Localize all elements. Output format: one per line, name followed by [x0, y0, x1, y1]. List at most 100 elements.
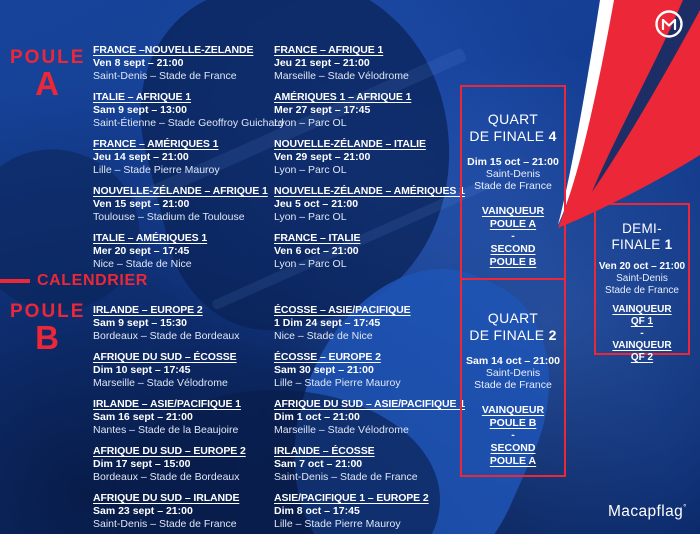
match-teams: ASIE/PACIFIQUE 1 – EUROPE 2 — [274, 492, 429, 504]
match-venue: Saint-Denis – Stade de France — [93, 70, 237, 82]
match-datetime: Ven 15 sept – 21:00 — [93, 198, 190, 210]
pool-a-column-1: FRANCE –NOUVELLE-ZELANDE Ven 8 sept – 21… — [93, 44, 285, 279]
match-entry: FRANCE –NOUVELLE-ZELANDE Ven 8 sept – 21… — [93, 44, 285, 83]
match-entry: AFRIQUE DU SUD – ASIE/PACIFIQUE 1 Dim 1 … — [274, 398, 466, 437]
qf4-team2-line1: SECOND — [490, 243, 536, 255]
match-datetime: 1 Dim 24 sept – 17:45 — [274, 317, 381, 329]
match-datetime: Mer 27 sept – 17:45 — [274, 104, 371, 116]
match-teams: AFRIQUE DU SUD – ÉCOSSE — [93, 351, 237, 363]
match-datetime: Ven 29 sept – 21:00 — [274, 151, 371, 163]
pool-b-label: POULE B — [10, 301, 86, 356]
match-teams: AMÉRIQUES 1 – AFRIQUE 1 — [274, 91, 412, 103]
qf2-teams: VAINQUEUR POULE B - SECOND POULE A — [462, 404, 564, 467]
qf4-title: QUART DE FINALE 4 — [462, 111, 564, 145]
quart-de-finale-4-box: QUART DE FINALE 4 Dim 15 oct – 21:00 Sai… — [460, 85, 566, 280]
match-entry: AFRIQUE DU SUD – EUROPE 2 Dim 17 sept – … — [93, 445, 285, 484]
match-entry: ÉCOSSE – ASIE/PACIFIQUE 1 Dim 24 sept – … — [274, 304, 466, 343]
qf2-team1-line1: VAINQUEUR — [481, 404, 545, 416]
match-teams: FRANCE – AMÉRIQUES 1 — [93, 138, 219, 150]
match-datetime: Ven 8 sept – 21:00 — [93, 57, 184, 69]
flag-ribbon-swoosh — [558, 0, 700, 228]
match-entry: NOUVELLE-ZÉLANDE – ITALIE Ven 29 sept – … — [274, 138, 466, 177]
demi-finale-1-box: DEMI- FINALE 1 Ven 20 oct – 21:00 Saint-… — [594, 203, 690, 363]
match-entry: ITALIE – AFRIQUE 1 Sam 9 sept – 13:00 Sa… — [93, 91, 285, 130]
match-teams: IRLANDE – EUROPE 2 — [93, 304, 203, 316]
brand-logo-text: Macapflag° — [608, 503, 687, 521]
match-teams: ITALIE – AMÉRIQUES 1 — [93, 232, 208, 244]
match-datetime: Dim 17 sept – 15:00 — [93, 458, 191, 470]
match-venue: Lyon – Parc OL — [274, 211, 347, 223]
qf2-city: Saint-Denis — [485, 367, 541, 379]
qf2-venue: Stade de France — [474, 379, 552, 391]
match-venue: Bordeaux – Stade de Bordeaux — [93, 330, 240, 342]
match-datetime: Jeu 14 sept – 21:00 — [93, 151, 189, 163]
qf4-city: Saint-Denis — [485, 168, 541, 180]
match-venue: Lyon – Parc OL — [274, 258, 347, 270]
match-venue: Saint-Denis – Stade de France — [93, 518, 237, 530]
qf4-team1-line2: POULE A — [489, 217, 537, 230]
qf4-title-line2: DE FINALE — [469, 128, 545, 144]
match-teams: FRANCE – ITALIE — [274, 232, 361, 244]
match-entry: NOUVELLE-ZÉLANDE – AMÉRIQUES 1 Jeu 5 oct… — [274, 185, 466, 224]
match-entry: IRLANDE – EUROPE 2 Sam 9 sept – 15:30 Bo… — [93, 304, 285, 343]
demi-title-line2: FINALE — [611, 237, 661, 252]
calendrier-title: CALENDRIER — [37, 272, 148, 289]
demi-separator: - — [640, 327, 644, 339]
match-teams: IRLANDE – ÉCOSSE — [274, 445, 375, 457]
qf2-number: 2 — [548, 327, 557, 343]
match-entry: ASIE/PACIFIQUE 1 – EUROPE 2 Dim 8 oct – … — [274, 492, 466, 531]
qf4-datetime: Dim 15 oct – 21:00 — [467, 156, 559, 168]
demi-team2-line1: VAINQUEUR — [612, 340, 672, 351]
qf2-team2-line1: SECOND — [490, 442, 536, 454]
match-teams: ÉCOSSE – ASIE/PACIFIQUE — [274, 304, 411, 316]
demi-team1-line1: VAINQUEUR — [612, 304, 672, 315]
brand-name: Macapflag — [608, 503, 684, 521]
qf4-number: 4 — [548, 128, 557, 144]
pool-b-letter: B — [35, 319, 59, 356]
qf4-venue: Stade de France — [474, 180, 552, 192]
pool-a-word: POULE — [10, 47, 86, 68]
match-teams: ITALIE – AFRIQUE 1 — [93, 91, 191, 103]
match-teams: ÉCOSSE – EUROPE 2 — [274, 351, 381, 363]
match-venue: Saint-Denis – Stade de France — [274, 471, 418, 483]
calendrier-dash-line — [0, 279, 30, 283]
match-datetime: Sam 9 sept – 13:00 — [93, 104, 187, 116]
match-venue: Lille – Stade Pierre Mauroy — [274, 377, 401, 389]
match-entry: AMÉRIQUES 1 – AFRIQUE 1 Mer 27 sept – 17… — [274, 91, 466, 130]
match-datetime: Sam 23 sept – 21:00 — [93, 505, 193, 517]
match-entry: ÉCOSSE – EUROPE 2 Sam 30 sept – 21:00 Li… — [274, 351, 466, 390]
qf4-team2-line2: POULE B — [489, 255, 537, 268]
match-venue: Lyon – Parc OL — [274, 164, 347, 176]
match-datetime: Dim 8 oct – 17:45 — [274, 505, 360, 517]
match-venue: Lille – Stade Pierre Mauroy — [93, 164, 220, 176]
match-teams: AFRIQUE DU SUD – ASIE/PACIFIQUE 1 — [274, 398, 465, 410]
demi-teams: VAINQUEUR QF 1 - VAINQUEUR QF 2 — [596, 304, 688, 363]
match-entry: FRANCE – AMÉRIQUES 1 Jeu 14 sept – 21:00… — [93, 138, 285, 177]
match-entry: IRLANDE – ÉCOSSE Sam 7 oct – 21:00 Saint… — [274, 445, 466, 484]
pool-b-column-2: ÉCOSSE – ASIE/PACIFIQUE 1 Dim 24 sept – … — [274, 304, 466, 534]
match-venue: Marseille – Stade Vélodrome — [274, 424, 409, 436]
match-venue: Lyon – Parc OL — [274, 117, 347, 129]
match-entry: FRANCE – AFRIQUE 1 Jeu 21 sept – 21:00 M… — [274, 44, 466, 83]
demi-datetime: Ven 20 oct – 21:00 — [598, 261, 686, 272]
match-teams: IRLANDE – ASIE/PACIFIQUE 1 — [93, 398, 241, 410]
match-entry: NOUVELLE-ZÉLANDE – AFRIQUE 1 Ven 15 sept… — [93, 185, 285, 224]
match-venue: Toulouse – Stadium de Toulouse — [93, 211, 245, 223]
m-monogram-icon — [655, 10, 683, 38]
qf2-team1-line2: POULE B — [489, 416, 537, 429]
match-entry: AFRIQUE DU SUD – ÉCOSSE Dim 10 sept – 17… — [93, 351, 285, 390]
match-teams: FRANCE –NOUVELLE-ZELANDE — [93, 44, 254, 56]
pool-b-column-1: IRLANDE – EUROPE 2 Sam 9 sept – 15:30 Bo… — [93, 304, 285, 534]
match-venue: Nice – Stade de Nice — [93, 258, 192, 270]
match-teams: NOUVELLE-ZÉLANDE – AMÉRIQUES 1 — [274, 185, 465, 197]
demi-number: 1 — [664, 237, 673, 252]
match-datetime: Jeu 5 oct – 21:00 — [274, 198, 359, 210]
match-datetime: Sam 9 sept – 15:30 — [93, 317, 187, 329]
pool-a-column-2: FRANCE – AFRIQUE 1 Jeu 21 sept – 21:00 M… — [274, 44, 466, 279]
pool-b-word: POULE — [10, 301, 86, 322]
match-venue: Nantes – Stade de la Beaujoire — [93, 424, 239, 436]
match-entry: ITALIE – AMÉRIQUES 1 Mer 20 sept – 17:45… — [93, 232, 285, 271]
demi-venue: Stade de France — [605, 284, 679, 296]
